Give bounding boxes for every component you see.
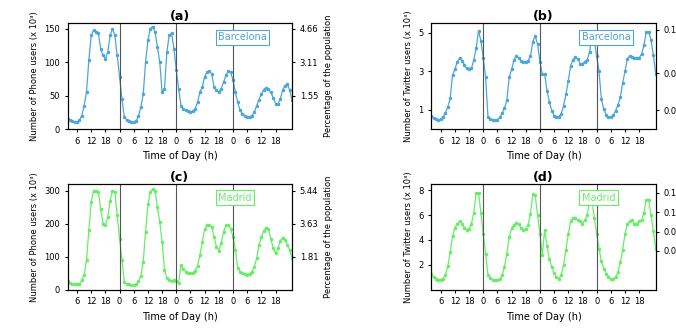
X-axis label: Time of Day (h): Time of Day (h)	[142, 151, 218, 161]
X-axis label: Time of Day (h): Time of Day (h)	[142, 312, 218, 322]
Title: (d): (d)	[533, 171, 554, 184]
Text: Barcelona: Barcelona	[581, 32, 631, 42]
Y-axis label: Number of Twitter users (x 10³): Number of Twitter users (x 10³)	[404, 171, 412, 303]
X-axis label: Time of Day (h): Time of Day (h)	[506, 151, 581, 161]
Title: (c): (c)	[170, 171, 189, 184]
Y-axis label: Number of Phone users (x 10³): Number of Phone users (x 10³)	[30, 172, 39, 302]
Y-axis label: Number of Twitter users (x 10³): Number of Twitter users (x 10³)	[404, 10, 412, 142]
Text: Madrid: Madrid	[218, 193, 251, 203]
Y-axis label: Percentage of the population: Percentage of the population	[324, 15, 333, 138]
X-axis label: Time of Day (h): Time of Day (h)	[506, 312, 581, 322]
Y-axis label: Number of Phone users (x 10³): Number of Phone users (x 10³)	[30, 11, 39, 141]
Text: Madrid: Madrid	[581, 193, 615, 203]
Title: (b): (b)	[533, 10, 554, 23]
Text: Barcelona: Barcelona	[218, 32, 267, 42]
Y-axis label: Percentage of the population: Percentage of the population	[324, 175, 333, 298]
Title: (a): (a)	[170, 10, 190, 23]
